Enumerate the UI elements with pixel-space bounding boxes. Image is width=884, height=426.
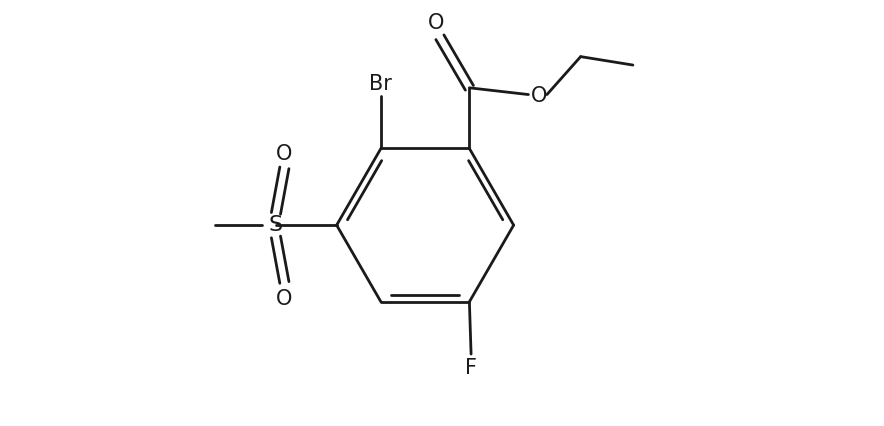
Text: O: O [276, 288, 293, 308]
Text: Br: Br [370, 74, 392, 94]
Text: O: O [531, 85, 547, 105]
Text: O: O [276, 144, 293, 164]
Text: F: F [465, 357, 477, 377]
Text: S: S [269, 215, 283, 235]
Text: O: O [429, 13, 445, 33]
